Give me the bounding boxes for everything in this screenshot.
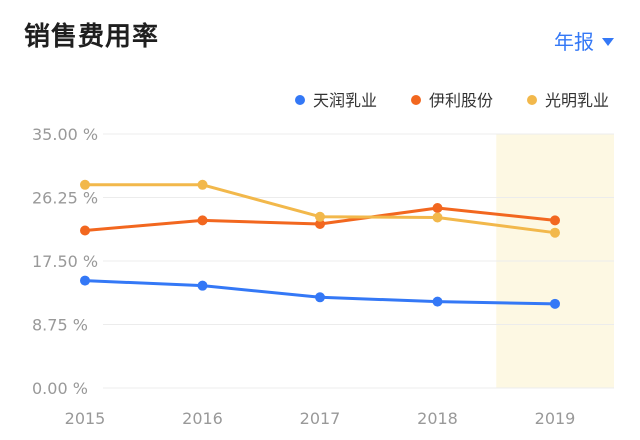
data-point[interactable] <box>432 203 443 214</box>
y-tick-label: 26.25 % <box>32 189 98 208</box>
y-tick-label: 8.75 % <box>32 316 88 335</box>
x-tick-label: 2015 <box>65 409 106 428</box>
caret-down-icon <box>602 37 614 46</box>
y-tick-label: 17.50 % <box>32 252 98 271</box>
x-tick-label: 2019 <box>535 409 576 428</box>
data-point[interactable] <box>550 215 560 226</box>
data-point[interactable] <box>197 179 208 190</box>
data-point[interactable] <box>315 292 325 303</box>
data-point[interactable] <box>315 218 325 229</box>
legend-label: 伊利股份 <box>429 91 493 110</box>
x-tick-label: 2017 <box>300 409 341 428</box>
period-label: 年报 <box>554 30 594 54</box>
legend-label: 光明乳业 <box>545 91 609 110</box>
y-tick-label: 35.00 % <box>32 125 98 144</box>
data-point[interactable] <box>315 211 325 222</box>
data-point[interactable] <box>432 212 443 223</box>
x-tick-label: 2016 <box>182 409 223 428</box>
data-point[interactable] <box>197 280 208 291</box>
data-point[interactable] <box>432 296 443 307</box>
data-point[interactable] <box>80 179 90 190</box>
data-point[interactable] <box>550 298 560 309</box>
y-tick-label: 0.00 % <box>32 379 88 398</box>
chart-title: 销售费用率 <box>24 22 160 52</box>
data-point[interactable] <box>80 225 90 236</box>
legend-label: 天润乳业 <box>313 91 377 110</box>
data-point[interactable] <box>80 275 90 286</box>
period-selector[interactable]: 年报 <box>554 26 614 55</box>
legend-marker <box>527 95 537 105</box>
legend-marker <box>295 95 305 105</box>
legend-marker <box>411 95 421 105</box>
data-point[interactable] <box>550 227 560 238</box>
x-tick-label: 2018 <box>417 409 458 428</box>
data-point[interactable] <box>197 215 208 226</box>
